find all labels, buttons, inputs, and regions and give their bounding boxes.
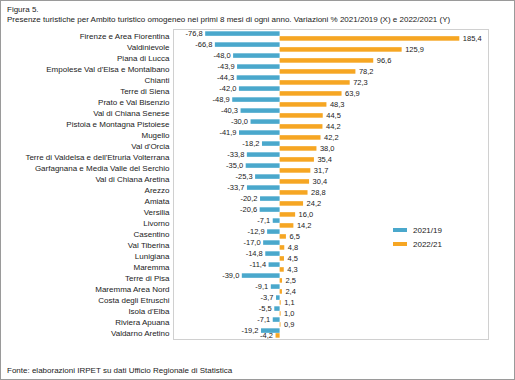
svg-text:28,8: 28,8: [311, 188, 326, 197]
svg-text:-33,7: -33,7: [227, 183, 244, 192]
svg-text:-76,8: -76,8: [186, 29, 203, 38]
svg-text:6,5: 6,5: [289, 232, 299, 241]
svg-text:Arezzo: Arezzo: [145, 186, 170, 195]
svg-text:44,5: 44,5: [326, 111, 341, 120]
svg-text:Casentino: Casentino: [133, 230, 170, 239]
svg-text:Valdarno Aretino: Valdarno Aretino: [111, 329, 170, 338]
svg-text:Costa degli Etruschi: Costa degli Etruschi: [98, 296, 169, 305]
svg-text:-14,8: -14,8: [246, 249, 263, 258]
svg-text:Amiata: Amiata: [145, 197, 170, 206]
svg-text:Garfagnana e Media Valle del S: Garfagnana e Media Valle del Serchio: [35, 164, 170, 173]
svg-text:2,5: 2,5: [286, 276, 296, 285]
svg-text:Valdinievole: Valdinievole: [127, 43, 170, 52]
svg-text:-11,4: -11,4: [250, 260, 267, 269]
svg-text:16,0: 16,0: [299, 210, 314, 219]
svg-text:-66,8: -66,8: [195, 40, 212, 49]
svg-text:4,3: 4,3: [287, 265, 297, 274]
svg-text:Empolese Val d'Elsa e Montalba: Empolese Val d'Elsa e Montalbano: [46, 65, 170, 74]
svg-text:Prato e Val Bisenzio: Prato e Val Bisenzio: [98, 98, 170, 107]
html-text:2022/21: 2022/21: [413, 239, 442, 249]
svg-text:42,2: 42,2: [324, 133, 339, 142]
svg-text:-3,7: -3,7: [261, 293, 274, 302]
svg-text:-48,9: -48,9: [213, 95, 230, 104]
svg-text:Terre di Siena: Terre di Siena: [120, 87, 170, 96]
svg-text:63,9: 63,9: [345, 89, 360, 98]
svg-text:Livorno: Livorno: [143, 219, 170, 228]
svg-text:-5,5: -5,5: [259, 304, 272, 313]
svg-text:-18,2: -18,2: [242, 139, 259, 148]
svg-text:1,0: 1,0: [284, 309, 294, 318]
svg-text:-19,2: -19,2: [241, 326, 258, 335]
svg-text:Pistoia e Montagna Pistoiese: Pistoia e Montagna Pistoiese: [66, 120, 170, 129]
svg-text:-48,0: -48,0: [213, 51, 230, 60]
svg-text:-42,0: -42,0: [219, 84, 236, 93]
html-text:Fonte: elaborazioni IRPET su d: Fonte: elaborazioni IRPET su dati Uffici…: [7, 366, 233, 375]
svg-text:Versilia: Versilia: [144, 208, 170, 217]
html-text:Presenze turistiche per Ambito: Presenze turistiche per Ambito turistico…: [7, 15, 451, 24]
svg-text:Lunigiana: Lunigiana: [135, 252, 170, 261]
svg-text:0,9: 0,9: [284, 320, 294, 329]
svg-text:-17,0: -17,0: [244, 238, 261, 247]
svg-text:Val di Chiana Aretina: Val di Chiana Aretina: [95, 175, 170, 184]
svg-text:-25,3: -25,3: [235, 172, 252, 181]
html-text:2021/19: 2021/19: [413, 225, 442, 235]
svg-text:-43,9: -43,9: [217, 62, 234, 71]
svg-text:Val d'Orcia: Val d'Orcia: [131, 142, 170, 151]
html-text:Figura 5.: Figura 5.: [7, 5, 39, 14]
svg-text:Val Tiberina: Val Tiberina: [128, 241, 170, 250]
svg-text:4,5: 4,5: [287, 254, 297, 263]
svg-text:Piana di Lucca: Piana di Lucca: [117, 54, 170, 63]
svg-text:Firenze e Area Fiorentina: Firenze e Area Fiorentina: [80, 32, 170, 41]
svg-text:1,1: 1,1: [284, 298, 294, 307]
svg-text:2,4: 2,4: [285, 287, 295, 296]
svg-text:Val di Chiana Senese: Val di Chiana Senese: [93, 109, 170, 118]
svg-text:-35,0: -35,0: [226, 161, 243, 170]
svg-text:-40,3: -40,3: [221, 106, 238, 115]
svg-text:-33,8: -33,8: [227, 150, 244, 159]
svg-text:30,4: 30,4: [313, 177, 328, 186]
svg-text:14,2: 14,2: [297, 221, 312, 230]
svg-text:Maremma: Maremma: [133, 263, 170, 272]
svg-text:Chianti: Chianti: [145, 76, 170, 85]
svg-text:-20,6: -20,6: [240, 205, 257, 214]
svg-text:-7,1: -7,1: [257, 216, 270, 225]
svg-text:-9,1: -9,1: [255, 282, 268, 291]
svg-text:125,9: 125,9: [405, 45, 424, 54]
svg-text:Mugello: Mugello: [141, 131, 170, 140]
svg-text:-4,2: -4,2: [260, 331, 273, 340]
svg-text:35,4: 35,4: [317, 155, 332, 164]
svg-text:-7,1: -7,1: [257, 315, 270, 324]
svg-text:Isola d'Elba: Isola d'Elba: [128, 307, 170, 316]
svg-text:-12,9: -12,9: [248, 227, 265, 236]
svg-text:24,2: 24,2: [307, 199, 322, 208]
svg-text:48,3: 48,3: [330, 100, 345, 109]
svg-text:4,8: 4,8: [288, 243, 298, 252]
svg-text:38,0: 38,0: [320, 144, 335, 153]
svg-text:96,6: 96,6: [377, 56, 392, 65]
svg-text:Terre di Valdelsa e dell'Etrur: Terre di Valdelsa e dell'Etruria Volterr…: [25, 153, 170, 162]
svg-text:31,7: 31,7: [314, 166, 329, 175]
svg-text:Riviera Apuana: Riviera Apuana: [115, 318, 170, 327]
svg-text:185,4: 185,4: [463, 34, 482, 43]
svg-text:-20,2: -20,2: [240, 194, 257, 203]
svg-text:-39,0: -39,0: [222, 271, 239, 280]
svg-text:-41,9: -41,9: [219, 128, 236, 137]
svg-text:44,2: 44,2: [326, 122, 341, 131]
svg-text:78,2: 78,2: [359, 67, 374, 76]
svg-text:Maremma Area Nord: Maremma Area Nord: [95, 285, 169, 294]
svg-text:-30,0: -30,0: [231, 117, 248, 126]
svg-text:-44,3: -44,3: [217, 73, 234, 82]
svg-text:72,3: 72,3: [353, 78, 368, 87]
svg-text:Terre di Pisa: Terre di Pisa: [125, 274, 170, 283]
